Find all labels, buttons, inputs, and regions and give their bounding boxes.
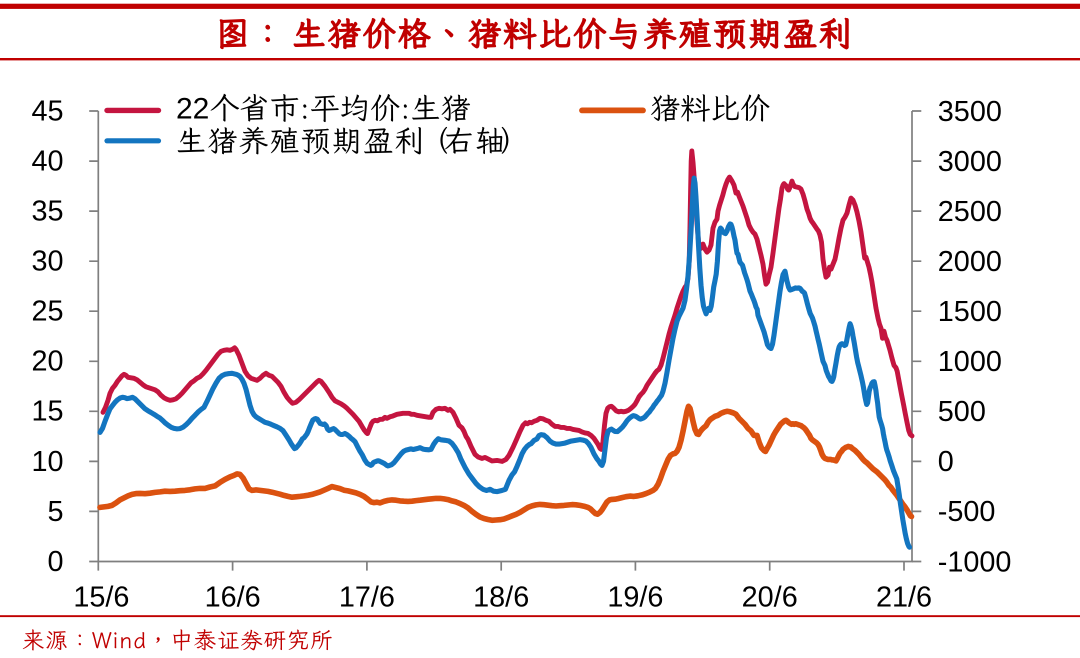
svg-text:-1000: -1000 [938,546,1012,578]
svg-text:40: 40 [31,146,63,178]
svg-text:0: 0 [47,546,63,578]
svg-text:2500: 2500 [938,196,1002,228]
svg-text:35: 35 [31,196,63,228]
svg-text:0: 0 [938,446,954,478]
svg-text:500: 500 [938,396,986,428]
svg-text:1000: 1000 [938,346,1002,378]
svg-text:-500: -500 [938,496,996,528]
svg-text:3500: 3500 [938,96,1002,128]
svg-text:20: 20 [31,346,63,378]
svg-text:16/6: 16/6 [205,581,261,613]
svg-text:15: 15 [31,396,63,428]
svg-text:3000: 3000 [938,146,1002,178]
svg-text:2000: 2000 [938,246,1002,278]
svg-text:22: 22 [176,93,209,126]
svg-text:21/6: 21/6 [876,581,932,613]
svg-text:19/6: 19/6 [607,581,663,613]
svg-text:17/6: 17/6 [339,581,395,613]
svg-text:15/6: 15/6 [73,581,129,613]
svg-text:25: 25 [31,296,63,328]
svg-text:10: 10 [31,446,63,478]
svg-text:18/6: 18/6 [473,581,529,613]
svg-text:45: 45 [31,95,63,127]
svg-text:5: 5 [47,496,63,528]
svg-text:1500: 1500 [938,296,1002,328]
svg-text:30: 30 [31,246,63,278]
svg-text:20/6: 20/6 [742,581,798,613]
